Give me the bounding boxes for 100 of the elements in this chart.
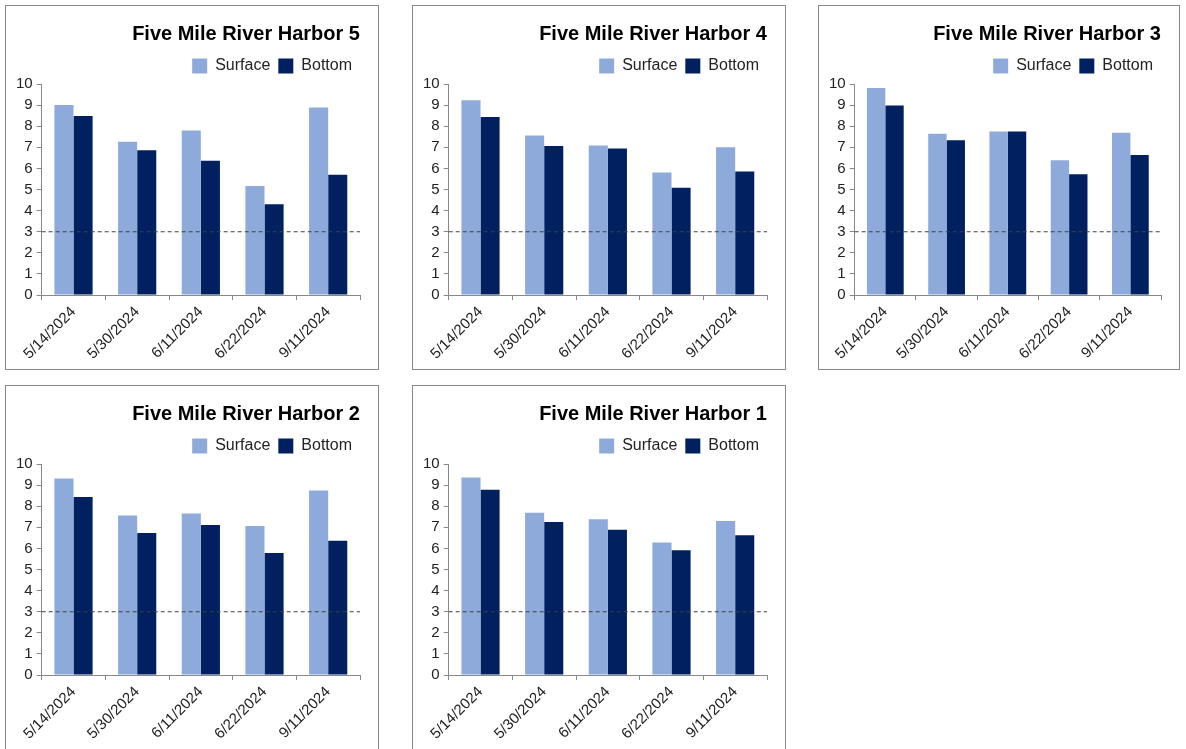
y-tick-label: 8 — [431, 116, 440, 134]
bar — [264, 204, 284, 295]
y-tick-label: 3 — [837, 221, 846, 239]
legend-label: Bottom — [301, 56, 352, 74]
legend-label: Bottom — [708, 436, 759, 454]
legend-label: Surface — [1016, 56, 1072, 74]
bar — [54, 478, 74, 675]
bar — [1050, 160, 1070, 295]
chart-title: Five Mile River Harbor 1 — [539, 401, 767, 424]
bar — [73, 496, 93, 675]
bar — [181, 130, 201, 295]
y-tick-label: 9 — [24, 475, 33, 493]
bar — [118, 141, 138, 295]
chart-title: Five Mile River Harbor 4 — [539, 21, 768, 44]
y-tick-label: 6 — [431, 158, 440, 176]
bar — [928, 133, 947, 295]
bar — [525, 512, 545, 675]
legend-label: Surface — [622, 56, 678, 74]
chart-title: Five Mile River Harbor 3 — [933, 21, 1161, 44]
bar — [1069, 174, 1088, 295]
bar — [671, 550, 691, 675]
y-tick-label: 9 — [24, 95, 33, 113]
y-tick-label: 5 — [24, 179, 33, 197]
bar — [671, 187, 691, 295]
legend-label: Bottom — [1102, 56, 1153, 74]
bar — [200, 160, 220, 295]
y-tick-label: 7 — [24, 137, 33, 155]
bar — [309, 107, 329, 295]
y-tick-label: 1 — [431, 264, 440, 282]
bar — [264, 553, 284, 675]
bar — [1111, 132, 1131, 295]
y-tick-label: 9 — [837, 95, 846, 113]
bar — [652, 172, 672, 295]
y-tick-label: 8 — [24, 496, 33, 514]
y-tick-label: 0 — [24, 665, 33, 683]
bar — [200, 525, 220, 675]
y-tick-label: 3 — [24, 221, 33, 239]
y-tick-label: 9 — [431, 95, 440, 113]
y-tick-label: 10 — [16, 74, 33, 92]
y-tick-label: 10 — [829, 74, 846, 92]
y-tick-label: 2 — [837, 243, 846, 261]
y-tick-label: 4 — [24, 580, 33, 598]
bar — [946, 140, 965, 295]
y-tick-label: 2 — [431, 243, 440, 261]
bar — [607, 529, 627, 675]
bar — [989, 131, 1008, 295]
bar — [118, 515, 138, 675]
y-tick-label: 5 — [431, 559, 440, 577]
y-tick-label: 10 — [16, 454, 33, 472]
bar — [544, 146, 564, 295]
chart-title: Five Mile River Harbor 5 — [132, 21, 360, 44]
y-tick-label: 8 — [431, 496, 440, 514]
bar — [735, 171, 755, 295]
bar — [480, 116, 500, 295]
y-tick-label: 2 — [24, 623, 33, 641]
y-tick-label: 3 — [431, 221, 440, 239]
bar — [588, 145, 608, 295]
y-tick-label: 10 — [423, 454, 440, 472]
bar — [1130, 154, 1149, 295]
y-tick-label: 5 — [837, 179, 846, 197]
bar — [54, 105, 74, 295]
bar — [245, 526, 265, 675]
y-tick-label: 1 — [24, 644, 33, 662]
bar — [866, 88, 886, 295]
bar — [607, 148, 627, 295]
y-tick-label: 6 — [431, 538, 440, 556]
y-tick-label: 1 — [837, 264, 846, 282]
legend-label: Surface — [622, 436, 678, 454]
bar — [525, 135, 545, 295]
y-tick-label: 4 — [837, 200, 846, 218]
bar — [1007, 131, 1027, 295]
bar — [480, 489, 500, 675]
y-tick-label: 4 — [431, 580, 440, 598]
bar — [716, 147, 736, 295]
y-tick-label: 8 — [24, 116, 33, 134]
y-tick-label: 4 — [431, 200, 440, 218]
y-tick-label: 9 — [431, 475, 440, 493]
bar — [137, 150, 157, 295]
legend-label: Surface — [215, 56, 271, 74]
y-tick-label: 5 — [24, 559, 33, 577]
legend-label: Bottom — [301, 436, 352, 454]
bar — [461, 477, 481, 675]
y-tick-label: 2 — [431, 623, 440, 641]
bar — [137, 533, 157, 675]
y-tick-label: 0 — [24, 285, 33, 303]
y-tick-label: 3 — [24, 601, 33, 619]
y-tick-label: 0 — [431, 285, 440, 303]
chart-title: Five Mile River Harbor 2 — [132, 401, 360, 424]
y-tick-label: 7 — [24, 517, 33, 535]
y-tick-label: 6 — [24, 158, 33, 176]
bar — [735, 535, 755, 675]
y-tick-label: 2 — [24, 243, 33, 261]
bar — [328, 174, 348, 295]
y-tick-label: 6 — [24, 538, 33, 556]
y-tick-label: 7 — [431, 137, 440, 155]
bar — [652, 542, 672, 675]
y-tick-label: 7 — [837, 137, 846, 155]
y-tick-label: 0 — [837, 285, 846, 303]
y-tick-label: 0 — [431, 665, 440, 683]
y-tick-label: 3 — [431, 601, 440, 619]
